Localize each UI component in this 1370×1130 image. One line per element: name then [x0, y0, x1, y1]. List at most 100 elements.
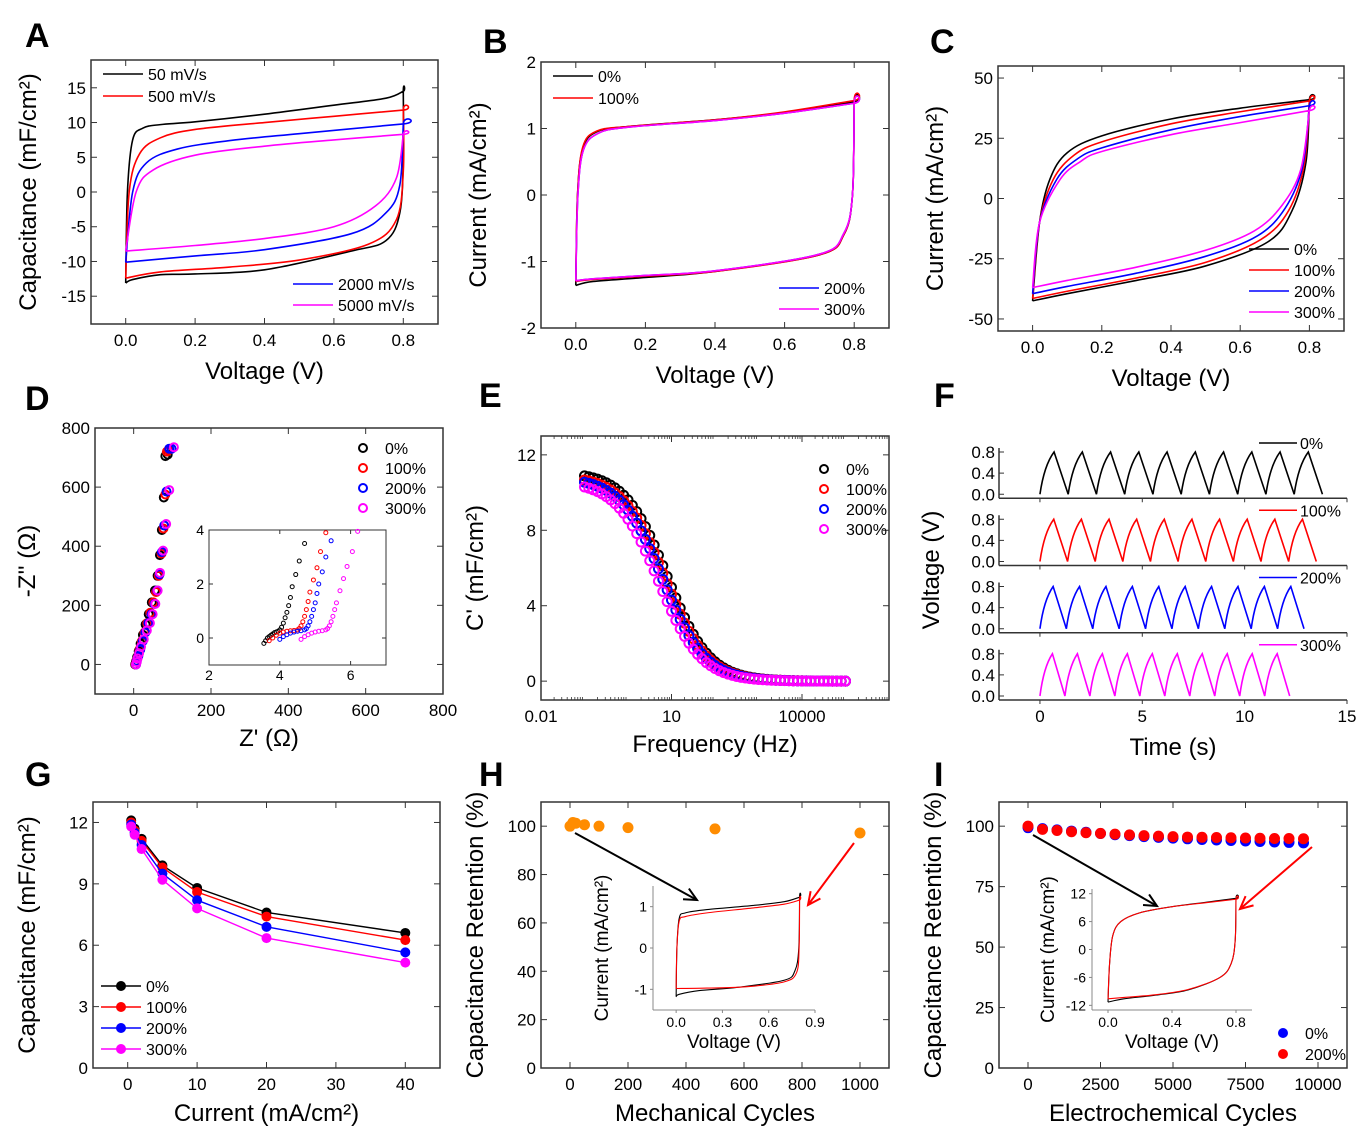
series-line — [1031, 104, 1316, 289]
inset-data-point — [314, 565, 320, 571]
inset-data-point — [332, 607, 338, 613]
inset-data-point — [280, 620, 286, 626]
x-tick-label: 0.0 — [114, 331, 138, 350]
data-point — [192, 903, 203, 914]
inset-x-axis-label: Voltage (V) — [687, 1032, 781, 1053]
x-tick-label: 0.01 — [524, 707, 557, 726]
inset-data-point — [312, 600, 318, 606]
arrow-black — [574, 832, 698, 901]
y-tick-label: 2 — [527, 53, 536, 72]
panel-letter: E — [479, 377, 502, 415]
legend-marker — [358, 463, 368, 473]
legend-label: 0% — [1294, 242, 1317, 259]
x-tick-label: 0 — [565, 1075, 574, 1094]
inset-data-point — [305, 623, 311, 629]
x-tick-label: 0.0 — [1021, 338, 1045, 357]
y-tick-label: 0 — [77, 183, 86, 202]
data-point — [161, 519, 172, 530]
x-tick-label: 5000 — [1154, 1075, 1192, 1094]
legend-label: 100% — [846, 482, 887, 499]
x-tick-label: 200 — [197, 701, 225, 720]
x-tick-label: 0.6 — [773, 335, 797, 354]
data-point — [134, 648, 145, 659]
y-tick-label: 0.8 — [971, 578, 995, 597]
legend-label: 300% — [1294, 305, 1335, 322]
x-axis-label: Voltage (V) — [1112, 365, 1231, 392]
y-tick-label: 6 — [79, 936, 88, 955]
data-point — [652, 575, 664, 587]
inset-data-point — [330, 613, 336, 619]
inset-data-point — [279, 624, 285, 630]
data-point — [648, 565, 660, 577]
data-point — [1066, 826, 1077, 838]
panel-h: H 0 200 400 600 800 1000 0 20 40 60 80 100 Mechanical… — [462, 756, 890, 1127]
inset-y-tick-label: 6 — [1078, 914, 1086, 930]
inset-data-point — [344, 563, 350, 569]
x-tick-label: 5 — [1138, 707, 1147, 726]
inset-data-point — [298, 623, 304, 629]
inset-data-point — [286, 603, 292, 609]
inset-series-line — [1107, 894, 1239, 1003]
inset-y-tick-label: 0 — [639, 940, 647, 956]
legend-marker — [116, 1044, 126, 1054]
inset-y-tick-label: -1 — [635, 981, 648, 997]
x-axis-label: Current (mA/cm²) — [174, 1100, 359, 1127]
x-tick-label: 0.6 — [322, 331, 346, 350]
series-line — [1039, 450, 1324, 495]
y-tick-label: 0 — [527, 672, 536, 691]
series-line — [1039, 584, 1305, 629]
y-tick-label: 0.4 — [971, 666, 995, 685]
y-tick-label: -2 — [521, 319, 536, 338]
inset-data-point — [349, 549, 355, 555]
data-point — [644, 555, 656, 567]
inset-series-line — [675, 895, 802, 990]
y-tick-label: 50 — [975, 938, 994, 957]
y-tick-label: -15 — [61, 287, 86, 306]
y-tick-label: 0.0 — [971, 485, 995, 504]
y-tick-label: 12 — [69, 813, 88, 832]
inset-data-point — [300, 619, 306, 625]
inset-y-axis-label: Current (mA/cm²) — [592, 875, 613, 1022]
data-point — [164, 485, 175, 496]
data-point — [670, 614, 682, 626]
data-point — [709, 823, 721, 835]
x-tick-label: 0 — [1023, 1075, 1032, 1094]
data-point — [631, 528, 643, 540]
panel-letter: B — [483, 23, 508, 61]
x-tick-label: 0.4 — [703, 335, 727, 354]
x-tick-label: 0 — [123, 1075, 132, 1094]
legend-label: 300% — [1300, 638, 1341, 655]
y-tick-label: -10 — [61, 252, 86, 271]
y-tick-label: 100 — [508, 817, 536, 836]
data-point — [1225, 832, 1237, 844]
data-point — [192, 895, 203, 906]
data-point — [1167, 831, 1179, 843]
inset-y-tick-label: -6 — [1074, 969, 1087, 985]
y-tick-label: 0 — [196, 630, 204, 646]
inset-data-point — [326, 623, 332, 629]
inset-data-point — [287, 595, 293, 600]
panel-letter: C — [930, 23, 955, 61]
y-tick-label: 0.8 — [971, 443, 995, 462]
inset-plot: 0.0 0.3 0.6 0.9 -1 0 1 Voltage (V) Current (mA/c… — [592, 875, 825, 1053]
data-point — [150, 598, 161, 609]
y-tick-label: 0.0 — [971, 687, 995, 706]
inset-data-point — [328, 538, 334, 544]
data-point — [400, 927, 411, 938]
y-tick-label: 400 — [62, 537, 90, 556]
panel-i: I 0 2500 5000 7500 10000 0 25 50 75 100 Electrochem… — [920, 756, 1348, 1127]
inset-data-point — [289, 584, 295, 590]
y-tick-label: 0 — [527, 186, 536, 205]
y-tick-label: 20 — [517, 1011, 536, 1030]
y-tick-label: 0.0 — [971, 553, 995, 572]
inset-x-tick-label: 0.6 — [759, 1014, 779, 1030]
data-point — [1080, 827, 1092, 839]
inset-plot: 2 4 6 0 2 4 — [196, 522, 387, 683]
y-tick-label: 0 — [985, 1059, 994, 1078]
legend-label: 300% — [846, 522, 887, 539]
legend-label: 0% — [1300, 436, 1323, 453]
inset-data-point — [305, 599, 311, 605]
inset-data-point — [302, 541, 308, 546]
y-tick-label: 0.0 — [971, 620, 995, 639]
arrow-red — [1239, 846, 1313, 910]
